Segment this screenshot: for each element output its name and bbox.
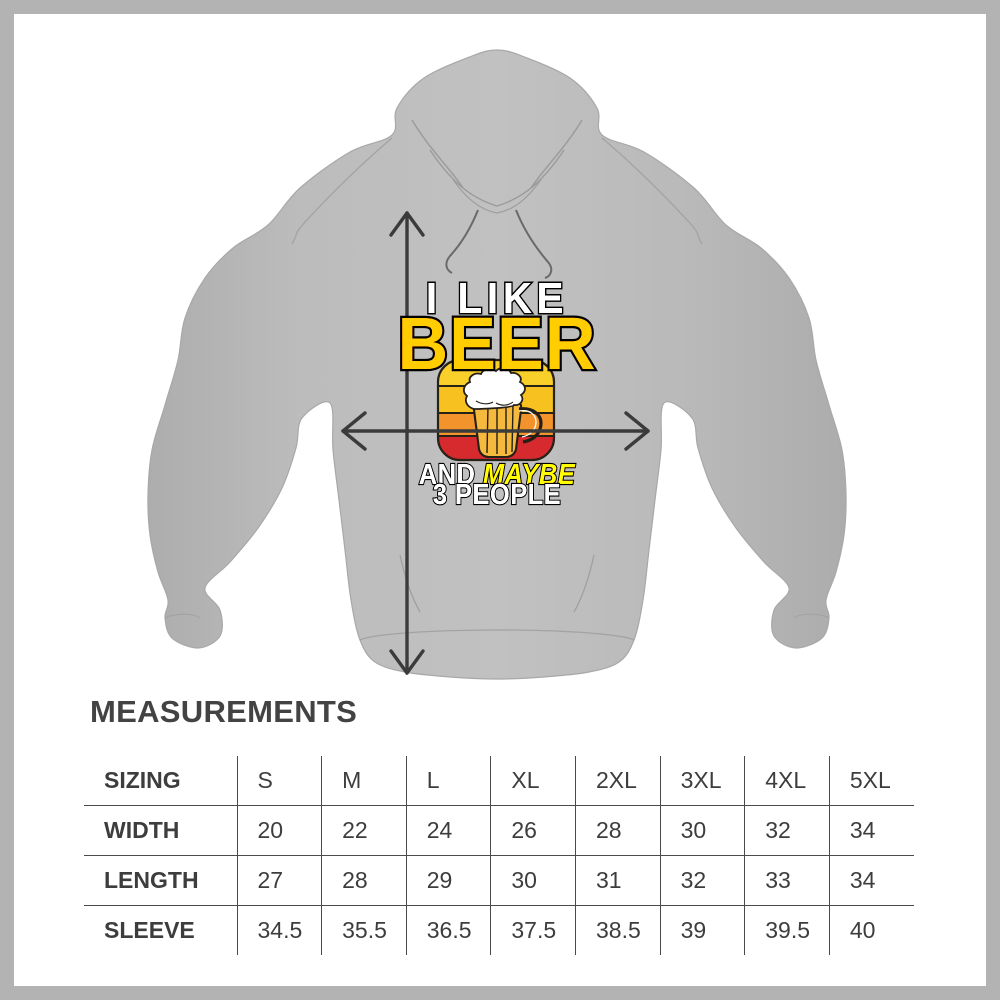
svg-text:3 PEOPLE: 3 PEOPLE [433, 477, 561, 510]
svg-text:BEER: BEER [397, 303, 596, 385]
